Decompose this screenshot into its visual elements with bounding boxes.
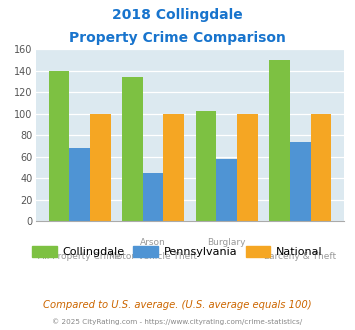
Legend: Collingdale, Pennsylvania, National: Collingdale, Pennsylvania, National [28, 242, 327, 262]
Bar [122, 77, 143, 221]
Text: Burglary: Burglary [207, 238, 246, 247]
Text: Property Crime Comparison: Property Crime Comparison [69, 31, 286, 45]
Text: Compared to U.S. average. (U.S. average equals 100): Compared to U.S. average. (U.S. average … [43, 300, 312, 310]
Text: © 2025 CityRating.com - https://www.cityrating.com/crime-statistics/: © 2025 CityRating.com - https://www.city… [53, 318, 302, 325]
Bar [217, 159, 237, 221]
Text: 2018 Collingdale: 2018 Collingdale [112, 8, 243, 22]
Bar [90, 114, 110, 221]
Bar [290, 142, 311, 221]
Text: Motor Vehicle Theft: Motor Vehicle Theft [109, 252, 197, 261]
Bar [69, 148, 90, 221]
Text: All Property Crime: All Property Crime [38, 252, 121, 261]
Text: Larceny & Theft: Larceny & Theft [264, 252, 336, 261]
Bar [237, 114, 258, 221]
Bar [49, 71, 69, 221]
Bar [269, 60, 290, 221]
Bar [163, 114, 184, 221]
Bar [196, 111, 217, 221]
Bar [143, 173, 163, 221]
Bar [311, 114, 331, 221]
Text: Arson: Arson [140, 238, 166, 247]
